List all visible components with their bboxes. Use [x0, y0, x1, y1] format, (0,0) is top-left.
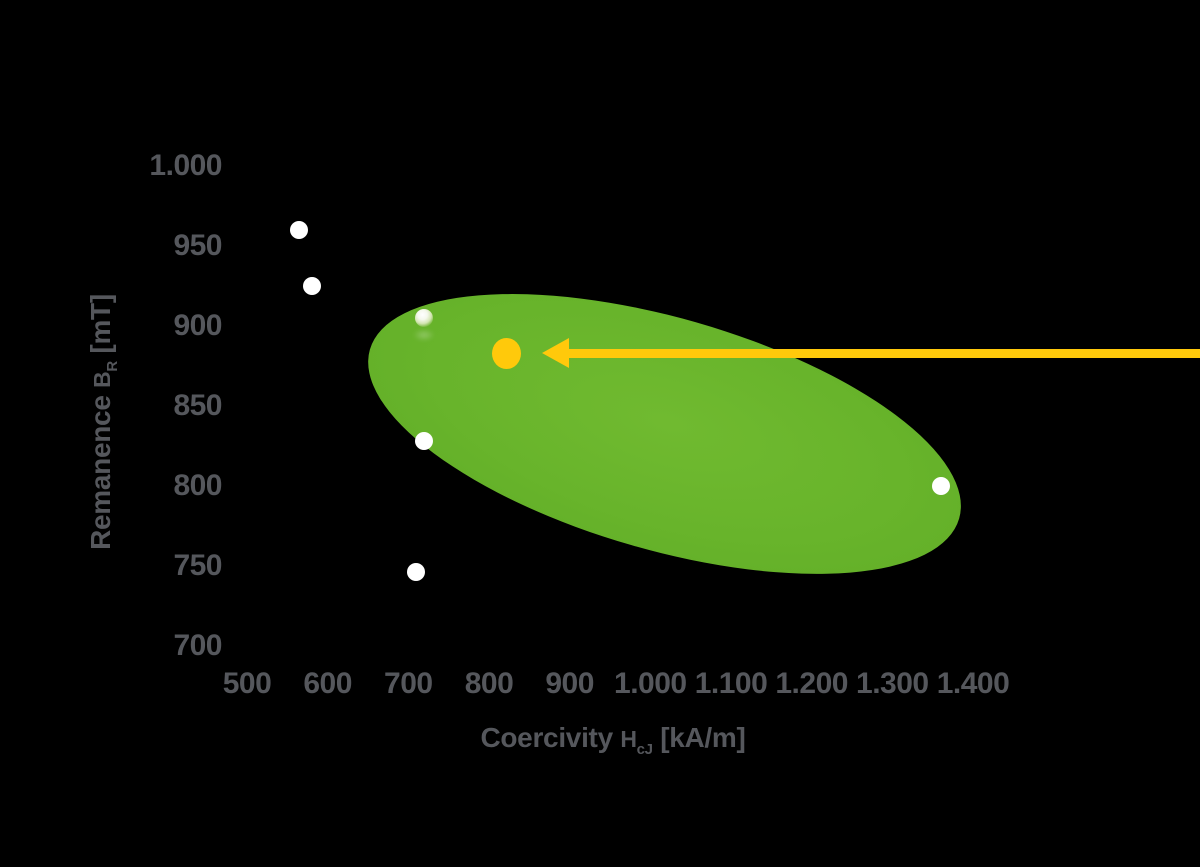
x-axis-symbol-subscript: cJ [636, 741, 653, 758]
y-axis-symbol-subscript: R [104, 361, 121, 372]
scatter-point [415, 432, 434, 451]
highlight-point [492, 337, 522, 369]
y-axis-tick-label: 800 [173, 469, 222, 502]
arrow-left-icon [542, 338, 570, 369]
annotation-arrow-line [566, 348, 1200, 358]
point-reflection [413, 329, 436, 341]
y-axis-tick-label: 1.000 [149, 149, 222, 182]
x-axis-tick-label: 1.000 [614, 667, 687, 700]
x-axis-tick-label: 1.300 [856, 667, 929, 700]
y-axis-tick-label: 750 [173, 549, 222, 582]
x-axis-tick-label: 1.200 [775, 667, 848, 700]
y-axis-tick-label: 950 [173, 229, 222, 262]
x-axis-tick-label: 600 [303, 667, 352, 700]
scatter-point [302, 277, 321, 295]
y-axis-tick-label: 850 [173, 389, 222, 422]
x-axis-tick-label: 700 [384, 667, 433, 700]
y-axis-tick-label: 900 [173, 309, 222, 342]
scatter-point [407, 563, 426, 582]
y-axis-tick-label: 700 [173, 629, 222, 662]
scatter-point [931, 477, 950, 495]
x-axis-tick-label: 500 [222, 667, 272, 700]
y-axis-symbol: B [89, 371, 115, 388]
target-region-ellipse [337, 237, 992, 631]
x-axis-tick-label: 1.400 [936, 667, 1010, 700]
x-axis-tick-label: 900 [545, 667, 594, 700]
x-axis-title-text: Coercivity [480, 722, 621, 753]
x-axis-title: Coercivity HcJ [kA/m] [363, 722, 863, 758]
x-axis-unit: [kA/m] [652, 722, 746, 753]
x-axis-tick-label: 1.100 [694, 667, 768, 700]
x-axis-tick-label: 800 [464, 667, 514, 700]
scatter-point [415, 309, 434, 327]
x-axis-symbol: H [620, 726, 637, 752]
scatter-point [290, 221, 309, 239]
